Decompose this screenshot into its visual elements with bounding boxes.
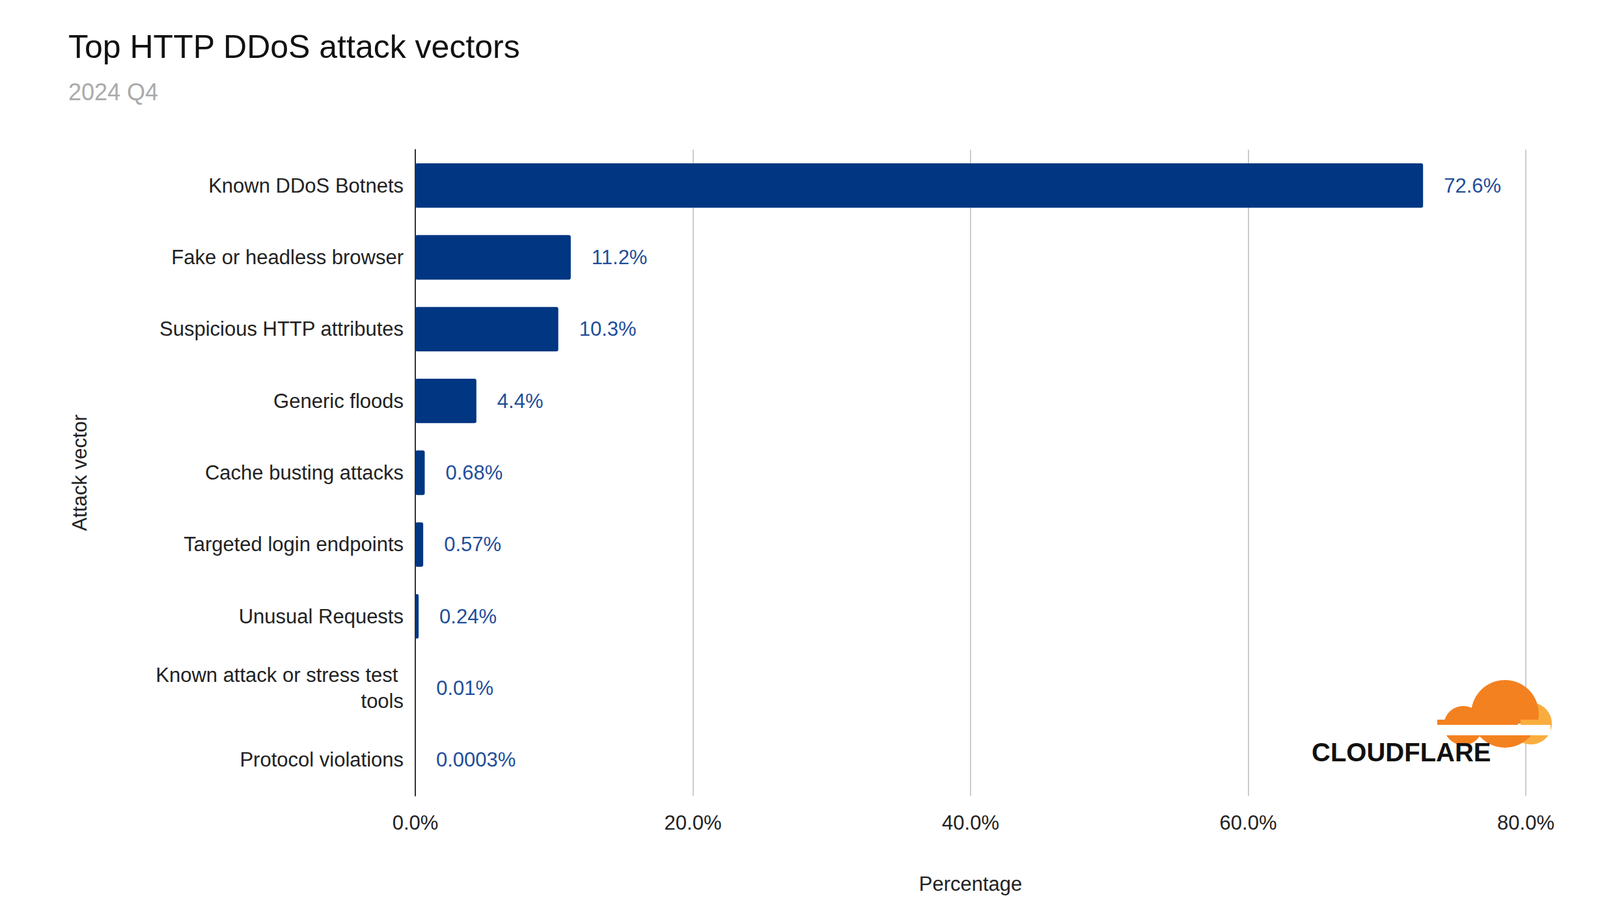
svg-text:Targeted login endpoints: Targeted login endpoints: [183, 533, 404, 556]
svg-text:Percentage: Percentage: [919, 872, 1023, 896]
svg-text:0.0003%: 0.0003%: [436, 748, 516, 772]
svg-text:Fake or headless browser: Fake or headless browser: [171, 246, 404, 269]
svg-text:0.57%: 0.57%: [443, 533, 502, 556]
svg-text:Unusual Requests: Unusual Requests: [238, 605, 404, 629]
svg-text:10.3%: 10.3%: [579, 317, 637, 341]
svg-text:tools: tools: [361, 689, 404, 713]
svg-text:Known DDoS Botnets: Known DDoS Botnets: [208, 174, 404, 198]
svg-text:72.6%: 72.6%: [1443, 174, 1502, 198]
svg-text:40.0%: 40.0%: [941, 811, 1000, 835]
svg-text:CLOUDFLARE: CLOUDFLARE: [1311, 738, 1492, 767]
svg-text:0.68%: 0.68%: [445, 461, 504, 485]
svg-text:Generic floods: Generic floods: [273, 389, 404, 413]
svg-text:Top HTTP DDoS attack vectors: Top HTTP DDoS attack vectors: [68, 28, 521, 66]
svg-text:Suspicious HTTP attributes: Suspicious HTTP attributes: [159, 317, 404, 341]
svg-text:Attack vector: Attack vector: [68, 414, 92, 532]
svg-text:80.0%: 80.0%: [1497, 811, 1555, 835]
svg-text:0.01%: 0.01%: [436, 676, 494, 700]
svg-text:20.0%: 20.0%: [664, 811, 722, 835]
svg-text:11.2%: 11.2%: [591, 246, 648, 269]
svg-text:Known attack or stress test: Known attack or stress test: [155, 663, 404, 687]
svg-text:Cache busting attacks: Cache busting attacks: [205, 461, 404, 485]
svg-text:Protocol violations: Protocol violations: [239, 748, 404, 772]
svg-text:4.4%: 4.4%: [497, 389, 544, 413]
svg-text:0.0%: 0.0%: [392, 811, 439, 835]
svg-text:2024 Q4: 2024 Q4: [68, 78, 159, 106]
svg-text:60.0%: 60.0%: [1219, 811, 1278, 835]
svg-text:0.24%: 0.24%: [439, 605, 497, 629]
